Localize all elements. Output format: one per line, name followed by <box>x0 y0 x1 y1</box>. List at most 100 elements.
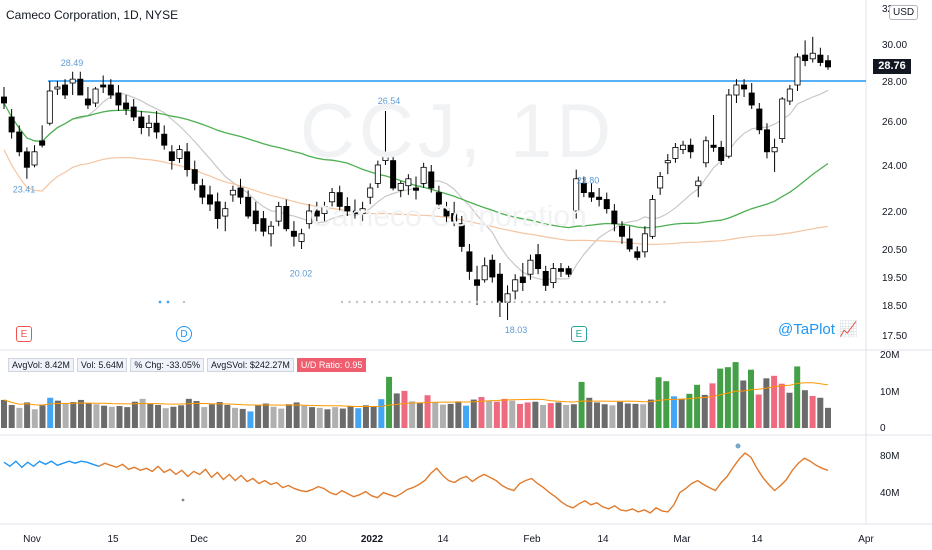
earnings-event-icon-2[interactable]: E <box>571 326 587 342</box>
candle-body <box>474 279 481 286</box>
candle-body <box>657 176 664 189</box>
price-tick-label: 20.50 <box>882 245 907 256</box>
signal-dot <box>182 300 186 304</box>
signal-dot <box>158 300 162 304</box>
volume-bar <box>778 383 785 428</box>
candle-body <box>825 60 832 68</box>
volume-bar <box>647 399 654 428</box>
candle-body <box>519 276 526 283</box>
volume-bar <box>632 403 639 428</box>
squeeze-dot <box>400 300 404 304</box>
volume-bar <box>285 404 292 428</box>
price-label: 28.49 <box>61 58 84 68</box>
earnings-event-icon[interactable]: E <box>16 326 32 342</box>
volume-average-line <box>3 382 829 407</box>
volume-bar <box>740 380 747 428</box>
volume-bar <box>547 403 554 428</box>
candle-body <box>260 218 267 232</box>
volume-bar <box>332 407 339 428</box>
volume-bar <box>794 366 801 428</box>
candle-body <box>306 210 313 225</box>
candle-body <box>382 155 389 161</box>
volume-bar <box>570 404 577 428</box>
candle-body <box>290 230 297 237</box>
candle-body <box>489 259 496 278</box>
candle-body <box>336 192 343 207</box>
candle-body <box>779 98 786 139</box>
candle-body <box>687 144 694 153</box>
price-tick-label: 22.00 <box>882 207 907 218</box>
time-tick-label: 20 <box>295 534 307 545</box>
candle-body <box>390 160 397 189</box>
candle-body <box>206 194 213 205</box>
candle-body <box>817 54 824 63</box>
squeeze-dot <box>370 300 374 304</box>
candle-body <box>412 187 419 191</box>
rs-marker-dot <box>181 498 185 502</box>
squeeze-dot <box>453 300 456 304</box>
volume-bar <box>501 398 508 428</box>
time-tick-label: Apr <box>858 534 874 545</box>
squeeze-dot <box>505 300 509 304</box>
volume-bar <box>224 404 231 428</box>
volume-bar <box>694 384 701 428</box>
candle-body <box>214 201 221 220</box>
volume-bar <box>401 390 408 428</box>
squeeze-dot <box>648 300 651 304</box>
volume-tick-label: 0 <box>880 423 886 434</box>
stat-vol: Vol: 5.64M <box>76 358 128 372</box>
price-tick-label: 30.00 <box>882 40 907 51</box>
volume-bar <box>801 390 808 428</box>
volume-bar <box>24 402 31 428</box>
volume-bar <box>270 406 277 428</box>
dividend-event-icon[interactable]: D <box>176 326 192 342</box>
volume-bar <box>309 407 316 428</box>
volume-bar <box>1 399 7 428</box>
volume-bar <box>586 397 593 428</box>
rs-line-blue <box>3 460 100 469</box>
candle-body <box>405 178 412 187</box>
currency-button[interactable]: USD <box>889 5 919 20</box>
stat-pct-change: % Chg: -33.05% <box>130 358 204 372</box>
volume-bar <box>78 399 85 428</box>
volume-bar <box>601 404 608 428</box>
squeeze-dot <box>445 300 449 304</box>
price-label: 23.80 <box>577 176 600 186</box>
volume-bar <box>486 400 493 428</box>
volume-bar <box>239 408 246 428</box>
candle-body <box>420 166 427 184</box>
candle-body <box>54 86 61 90</box>
stat-avgvol: AvgVol: 8.42M <box>8 358 74 372</box>
candle-body <box>802 54 809 62</box>
candle-body <box>733 84 740 96</box>
volume-bar <box>624 403 631 428</box>
volume-bar <box>255 405 262 428</box>
candle-body <box>794 56 801 86</box>
candle-body <box>115 92 122 106</box>
candle-body <box>535 254 542 270</box>
candle-body <box>619 225 626 237</box>
volume-bar <box>747 369 754 428</box>
volume-bar <box>509 400 516 428</box>
squeeze-dot <box>580 300 584 304</box>
candle-body <box>39 140 46 146</box>
squeeze-dot <box>513 300 516 304</box>
candle-body <box>557 268 564 272</box>
squeeze-dot <box>528 300 531 304</box>
candle-body <box>443 208 450 217</box>
squeeze-dot <box>423 300 426 304</box>
volume-bar <box>301 405 308 428</box>
candle-body <box>16 131 23 153</box>
volume-bar <box>178 405 185 428</box>
volume-bar <box>378 399 385 428</box>
volume-bar <box>763 378 770 428</box>
squeeze-dot <box>348 300 351 304</box>
volume-bar <box>701 394 708 428</box>
candle-body <box>0 96 7 104</box>
volume-bar <box>809 395 816 428</box>
squeeze-dot <box>355 300 359 304</box>
candle-body <box>344 205 351 212</box>
squeeze-dot <box>460 300 464 304</box>
candle-body <box>367 187 374 198</box>
candle-body <box>92 88 99 104</box>
